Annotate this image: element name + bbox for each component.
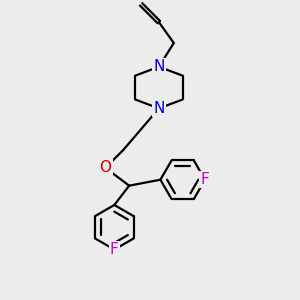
Text: F: F (201, 172, 209, 187)
Text: O: O (99, 160, 111, 175)
Text: N: N (153, 59, 165, 74)
Text: N: N (153, 101, 165, 116)
Text: F: F (110, 242, 119, 257)
